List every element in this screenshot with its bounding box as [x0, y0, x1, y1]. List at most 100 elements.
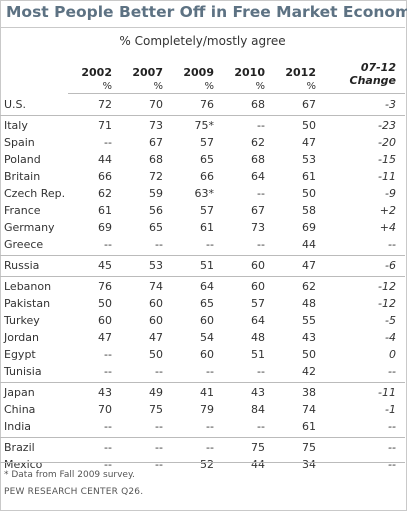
change-cell: -9: [385, 187, 396, 200]
value-cell: 62: [98, 187, 112, 200]
value-cell: 47: [98, 331, 112, 344]
country-label-egypt: Egypt: [4, 348, 36, 361]
value-cell: 79: [200, 403, 214, 416]
value-cell: 50: [149, 348, 163, 361]
country-label-germany: Germany: [4, 221, 55, 234]
change-cell: -20: [378, 136, 396, 149]
value-cell: 38: [302, 386, 316, 399]
value-cell: 72: [98, 98, 112, 111]
value-cell: 76: [98, 280, 112, 293]
footer-divider: [0, 462, 405, 463]
change-cell: 0: [389, 348, 396, 361]
table-row: Tunisia -- -- -- -- 42 --: [0, 363, 405, 380]
value-cell: 64: [200, 280, 214, 293]
change-cell: +2: [379, 204, 396, 217]
table-row: Turkey 60 60 60 64 55 -5: [0, 312, 405, 329]
country-label-jordan: Jordan: [4, 331, 39, 344]
value-cell: 61: [302, 420, 316, 433]
value-cell: 42: [302, 365, 316, 378]
value-cell: 58: [302, 204, 316, 217]
country-label-japan: Japan: [4, 386, 35, 399]
value-cell: --: [206, 365, 214, 378]
value-cell: 65: [149, 221, 163, 234]
value-cell: 55: [302, 314, 316, 327]
value-cell: --: [104, 136, 112, 149]
value-cell: 60: [200, 348, 214, 361]
value-cell: 60: [149, 297, 163, 310]
country-label-russia: Russia: [4, 259, 40, 272]
value-cell: --: [104, 238, 112, 251]
change-cell: -11: [378, 170, 396, 183]
source-note: PEW RESEARCH CENTER Q26.: [4, 487, 144, 497]
value-cell: 50: [302, 348, 316, 361]
country-label-lebanon: Lebanon: [4, 280, 52, 293]
value-cell: 67: [302, 98, 316, 111]
value-cell: 70: [149, 98, 163, 111]
value-cell: 47: [302, 259, 316, 272]
change-cell: -3: [385, 98, 396, 111]
change-cell: -1: [385, 403, 396, 416]
table-row: Mexico -- -- 52 44 34 --: [0, 456, 405, 473]
value-cell: 69: [98, 221, 112, 234]
country-label-greece: Greece: [4, 238, 44, 251]
value-cell: 74: [149, 280, 163, 293]
table-row: Egypt -- 50 60 51 50 0: [0, 346, 405, 363]
change-cell: -11: [378, 386, 396, 399]
change-cell: --: [388, 365, 396, 378]
country-label-italy: Italy: [4, 119, 28, 132]
table-row: Greece -- -- -- -- 44 --: [0, 236, 405, 253]
country-label-china: China: [4, 403, 36, 416]
column-unit-2002: %: [102, 81, 112, 92]
change-header-label: Change: [349, 74, 397, 87]
table-row: Russia 45 53 51 60 47 -6: [0, 257, 405, 274]
value-cell: 57: [200, 204, 214, 217]
value-cell: 75: [251, 441, 265, 454]
value-cell: --: [206, 238, 214, 251]
value-cell: --: [104, 365, 112, 378]
footnote: * Data from Fall 2009 survey.: [4, 470, 135, 480]
value-cell: --: [257, 365, 265, 378]
value-cell: 68: [149, 153, 163, 166]
value-cell: 65: [200, 297, 214, 310]
table-row: Japan 43 49 41 43 38 -11: [0, 384, 405, 401]
table-row: Germany 69 65 61 73 69 +4: [0, 219, 405, 236]
country-label-pakistan: Pakistan: [4, 297, 51, 310]
value-cell: 67: [149, 136, 163, 149]
column-header-2010: 2010: [234, 66, 265, 79]
group-divider: [0, 115, 405, 116]
column-unit-2009: %: [204, 81, 214, 92]
column-header-2007: 2007: [132, 66, 163, 79]
value-cell: 68: [251, 98, 265, 111]
title-divider: [0, 27, 405, 28]
value-cell: 60: [149, 314, 163, 327]
value-cell: 70: [98, 403, 112, 416]
value-cell: 75: [149, 403, 163, 416]
country-label-france: France: [4, 204, 41, 217]
change-cell: -5: [385, 314, 396, 327]
group-divider: [0, 276, 405, 277]
value-cell: 50: [302, 187, 316, 200]
value-cell: --: [104, 348, 112, 361]
value-cell: 45: [98, 259, 112, 272]
group-divider: [0, 437, 405, 438]
value-cell: --: [257, 238, 265, 251]
value-cell: 71: [98, 119, 112, 132]
value-cell: 62: [251, 136, 265, 149]
chart-subtitle: % Completely/mostly agree: [119, 34, 286, 48]
change-cell: -23: [378, 119, 396, 132]
value-cell: 75*: [194, 119, 215, 132]
value-cell: 48: [302, 297, 316, 310]
value-cell: 56: [149, 204, 163, 217]
value-cell: --: [104, 441, 112, 454]
value-cell: --: [104, 458, 112, 471]
table-row: Italy 71 73 75* -- 50 -23: [0, 117, 405, 134]
value-cell: 43: [98, 386, 112, 399]
change-cell: +4: [379, 221, 396, 234]
column-unit-2010: %: [255, 81, 265, 92]
value-cell: --: [155, 420, 163, 433]
country-label-mexico: Mexico: [4, 458, 43, 471]
table-row: Czech Rep. 62 59 63* -- 50 -9: [0, 185, 405, 202]
change-cell: --: [388, 458, 396, 471]
table-row: Lebanon 76 74 64 60 62 -12: [0, 278, 405, 295]
value-cell: 57: [251, 297, 265, 310]
